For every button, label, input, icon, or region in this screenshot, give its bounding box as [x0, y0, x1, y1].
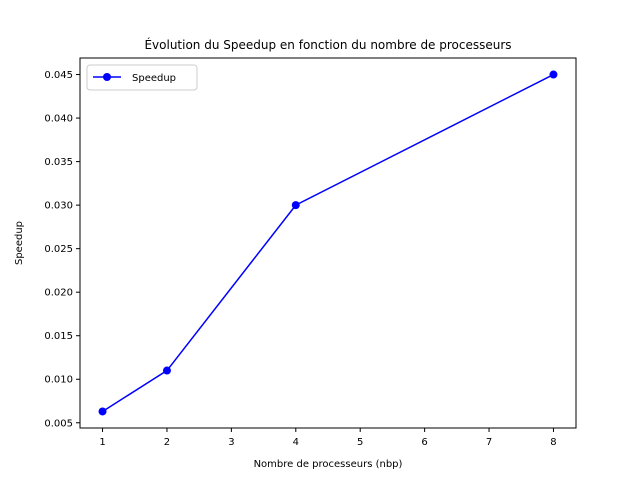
series-line-speedup [102, 73, 554, 413]
y-tick-label: 0.005 [44, 418, 73, 429]
x-tick-label: 6 [421, 437, 427, 448]
x-tick-label: 8 [550, 437, 556, 448]
y-tick-label: 0.035 [44, 157, 73, 168]
x-tick-label: 7 [486, 437, 492, 448]
plot-area [80, 58, 576, 428]
y-axis-ticks: 0.005 0.010 0.015 0.020 0.025 0.030 0.035 0.040… [44, 70, 80, 429]
data-point [549, 70, 558, 79]
series-layer [98, 70, 558, 416]
legend: Speedup [86, 64, 198, 91]
y-tick-label: 0.020 [44, 288, 73, 299]
y-tick-label: 0.045 [44, 70, 73, 81]
data-point [98, 407, 107, 416]
plot-frame [79, 57, 577, 429]
data-point [162, 366, 171, 375]
x-tick-label: 1 [99, 437, 105, 448]
chart-title: Évolution du Speedup en fonction du nomb… [144, 37, 511, 52]
x-axis-label: Nombre de processeurs (nbp) [254, 459, 403, 470]
x-tick-label: 4 [293, 437, 299, 448]
x-tick-label: 5 [357, 437, 363, 448]
y-tick-label: 0.015 [44, 331, 73, 342]
y-tick-label: 0.030 [44, 201, 73, 212]
y-tick-label: 0.025 [44, 244, 73, 255]
legend-box [86, 64, 198, 91]
legend-label-speedup: Speedup [132, 73, 176, 84]
y-axis-label: Speedup [14, 221, 25, 265]
legend-dot-marker [103, 73, 111, 81]
x-tick-label: 3 [228, 437, 234, 448]
data-point [291, 201, 300, 210]
x-axis-ticks: 1 2 3 4 5 6 7 8 [99, 428, 557, 448]
y-tick-label: 0.010 [44, 375, 73, 386]
y-tick-label: 0.040 [44, 114, 73, 125]
x-tick-label: 2 [164, 437, 170, 448]
